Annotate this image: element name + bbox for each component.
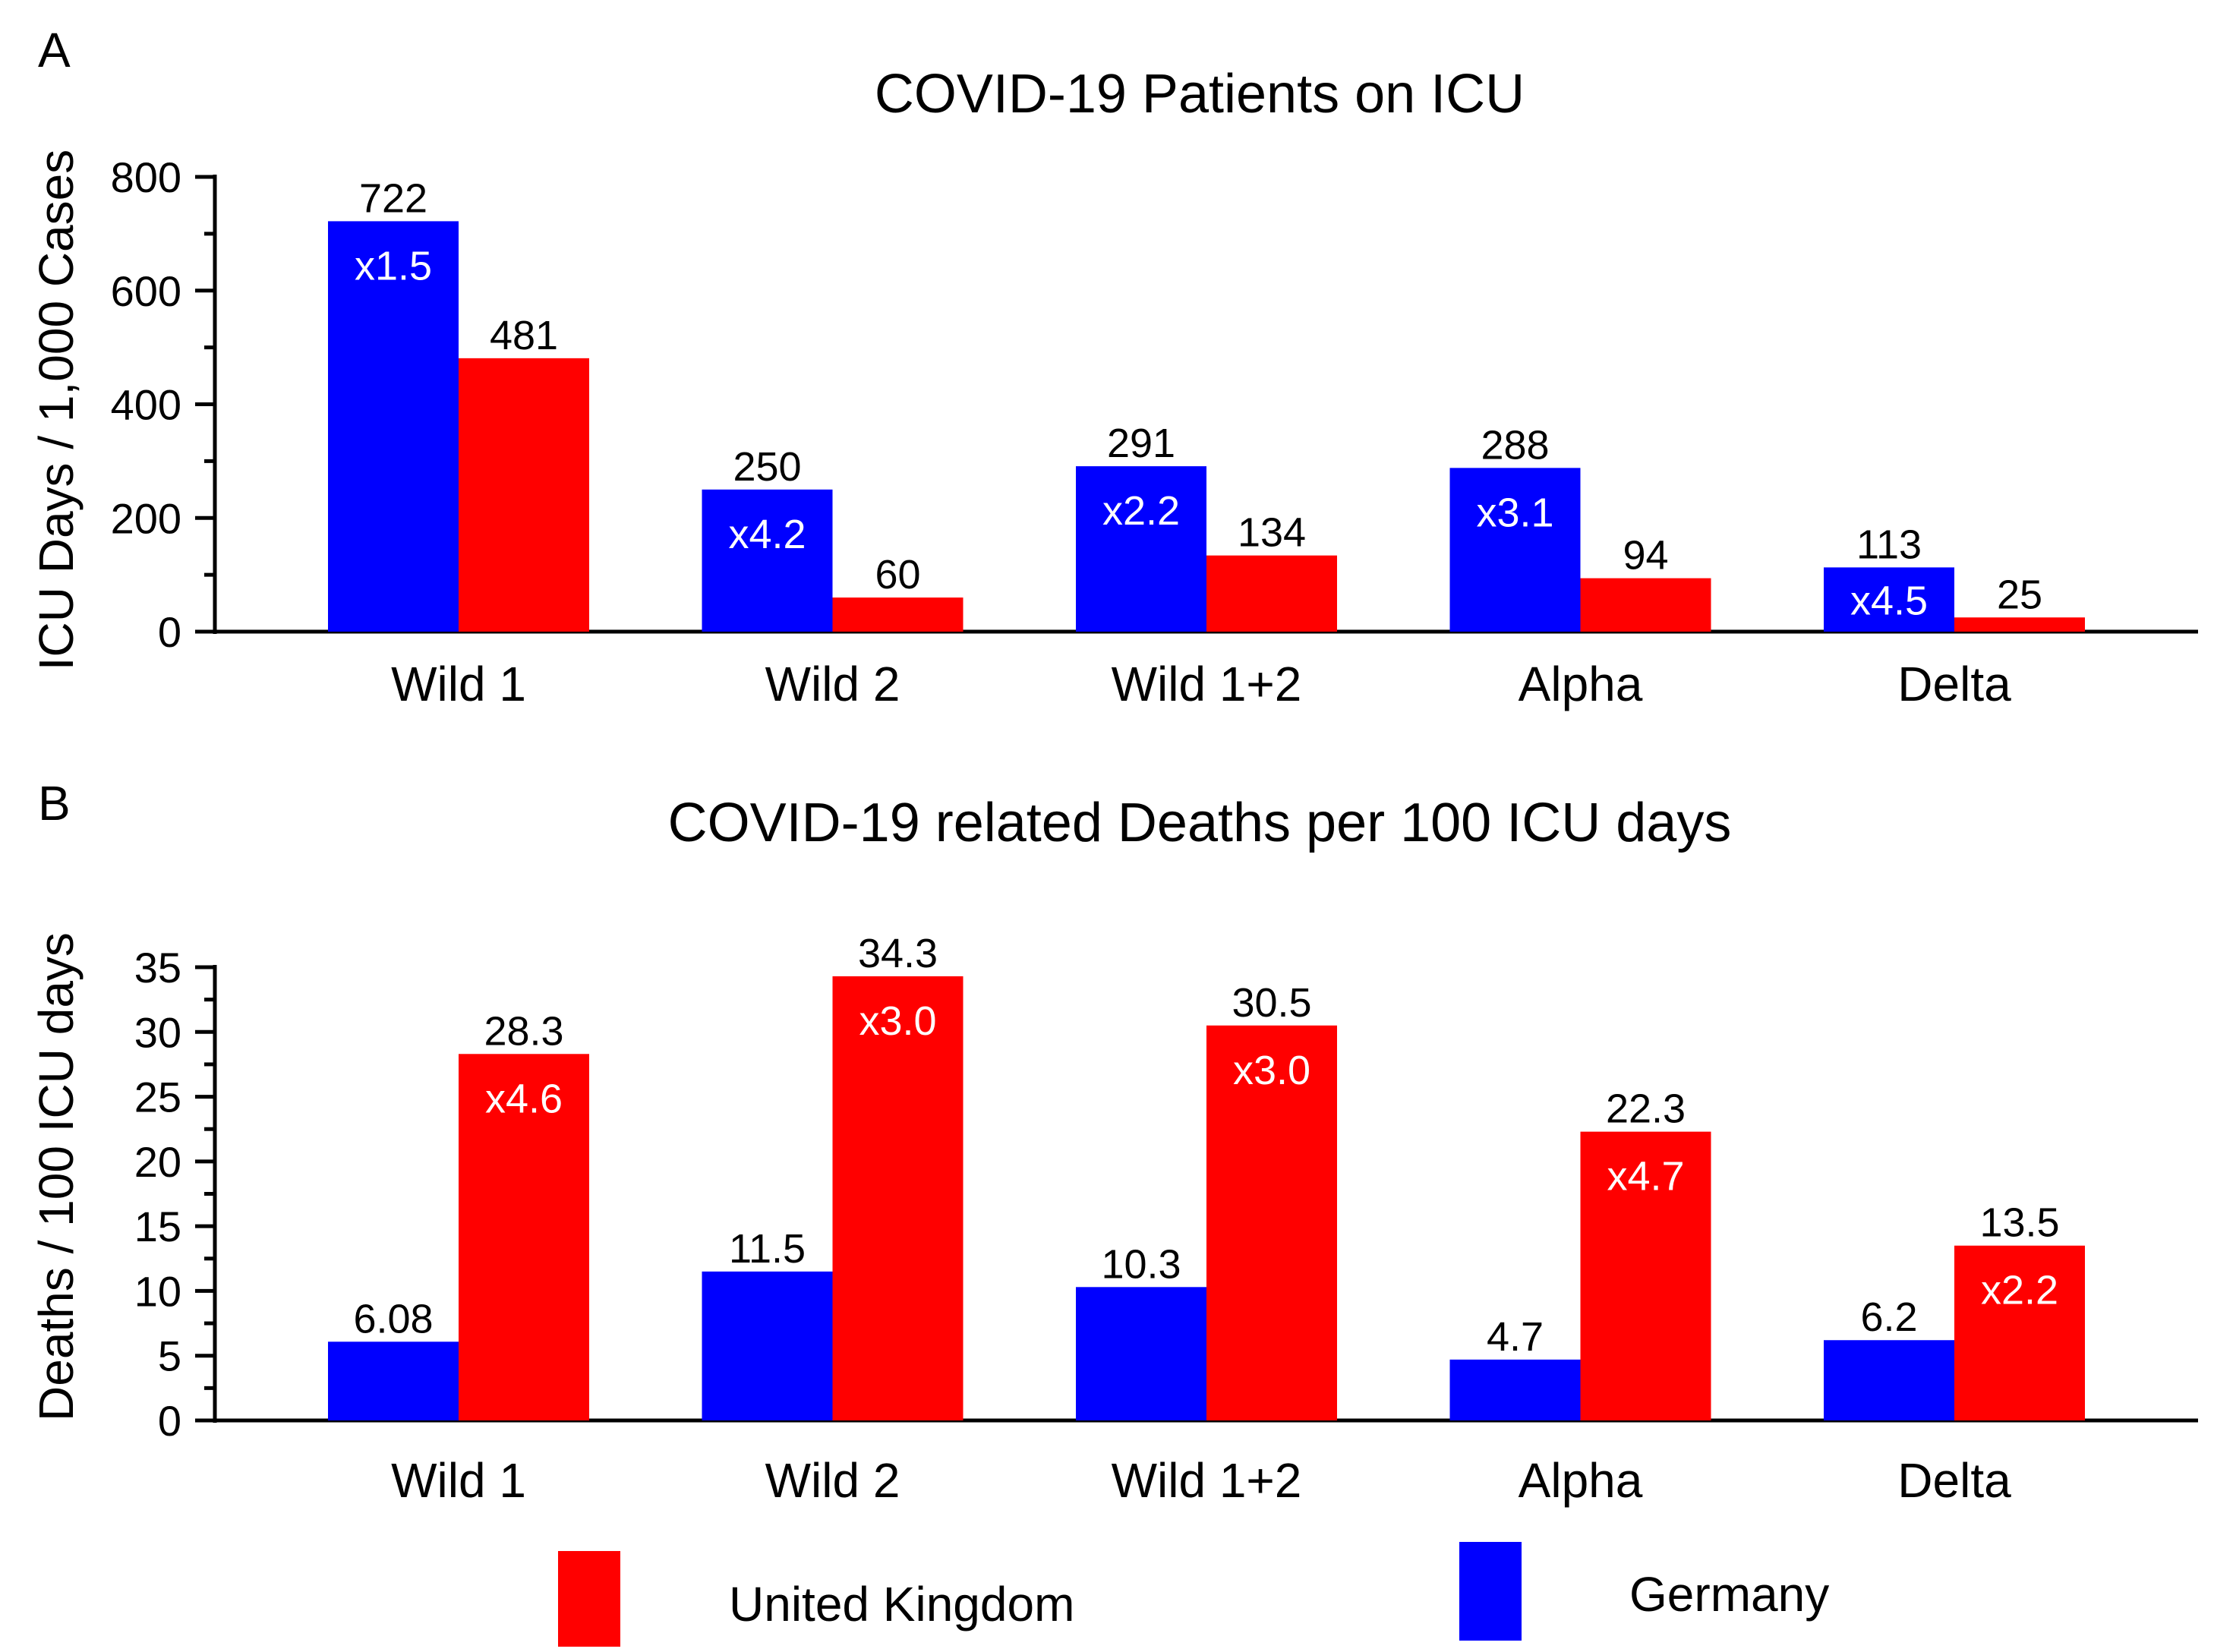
bar-germany-alpha — [1449, 468, 1581, 632]
y-tick-label: 0 — [158, 1397, 181, 1445]
legend-label-united-kingdom: United Kingdom — [729, 1577, 1074, 1632]
bar-germany-wild-2 — [702, 489, 833, 632]
bar-germany-wild-1-2 — [1076, 466, 1206, 632]
x-tick-label-delta: Delta — [1897, 1453, 2011, 1508]
bars — [328, 976, 2085, 1420]
value-label-united-kingdom-wild-1: 481 — [490, 313, 558, 358]
x-tick-label-wild-1-2: Wild 1+2 — [1112, 657, 1302, 711]
ratio-label-wild-2: x4.2 — [728, 512, 806, 557]
value-label-germany-wild-1: 722 — [359, 175, 427, 221]
x-tick-label-alpha: Alpha — [1519, 657, 1643, 711]
x-tick-label-delta: Delta — [1897, 657, 2011, 711]
y-tick-label: 35 — [134, 944, 181, 992]
ratio-label-wild-2: x3.0 — [859, 998, 936, 1044]
x-axis: Wild 1 Wild 2 Wild 1+2 Alpha Delta — [391, 657, 2011, 711]
x-axis: Wild 1 Wild 2 Wild 1+2 Alpha Delta — [391, 1453, 2011, 1508]
y-tick-label: 600 — [111, 267, 181, 315]
value-label-germany-wild-2: 250 — [733, 444, 801, 490]
y-tick-label: 200 — [111, 494, 181, 542]
ratio-label-alpha: x3.1 — [1476, 490, 1553, 535]
ratio-label-wild-1: x4.6 — [485, 1076, 563, 1121]
value-label-united-kingdom-wild-1-2: 134 — [1238, 510, 1306, 556]
value-label-germany-alpha: 4.7 — [1487, 1314, 1544, 1360]
bar-united-kingdom-alpha — [1580, 578, 1711, 632]
x-tick-label-wild-1: Wild 1 — [391, 1453, 526, 1508]
value-label-united-kingdom-alpha: 22.3 — [1606, 1086, 1686, 1132]
y-tick-label: 400 — [111, 381, 181, 429]
bar-united-kingdom-alpha — [1580, 1131, 1711, 1420]
y-tick-label: 15 — [134, 1203, 181, 1250]
y-tick-label: 5 — [158, 1332, 181, 1380]
x-tick-label-alpha: Alpha — [1519, 1453, 1643, 1508]
legend: United Kingdom Germany — [558, 1542, 1829, 1647]
bar-germany-delta — [1824, 567, 1954, 632]
bar-united-kingdom-wild-1 — [459, 358, 589, 632]
ratio-label-wild-1-2: x2.2 — [1102, 488, 1180, 534]
panel-b-chart: B COVID-19 related Deaths per 100 ICU da… — [29, 776, 2198, 1508]
y-tick-label: 25 — [134, 1073, 181, 1121]
value-label-united-kingdom-delta: 13.5 — [1979, 1200, 2059, 1246]
y-tick-label: 0 — [158, 608, 181, 656]
bar-germany-wild-1-2 — [1076, 1287, 1206, 1420]
x-tick-label-wild-2: Wild 2 — [765, 657, 900, 711]
bar-germany-delta — [1824, 1340, 1954, 1420]
panel-label: A — [38, 23, 71, 77]
data-labels: 6.08 28.3 x4.6 11.5 34.3 x3.0 10.3 30.5 x3.0 4.7 2… — [353, 931, 2059, 1360]
y-tick-label: 800 — [111, 153, 181, 201]
ratio-label-wild-1-2: x3.0 — [1233, 1048, 1310, 1093]
value-label-germany-wild-1: 6.08 — [353, 1296, 433, 1341]
y-tick-label: 20 — [134, 1138, 181, 1186]
panel-label: B — [38, 776, 71, 831]
value-label-germany-wild-2: 11.5 — [729, 1226, 806, 1272]
bar-germany-wild-1 — [328, 1341, 459, 1420]
ratio-label-delta: x2.2 — [1981, 1268, 2058, 1313]
bar-united-kingdom-wild-1 — [459, 1054, 589, 1420]
chart-title: COVID-19 Patients on ICU — [875, 64, 1525, 125]
bar-united-kingdom-delta — [1954, 1245, 2085, 1420]
legend-swatch-united-kingdom — [558, 1551, 620, 1647]
y-tick-label: 10 — [134, 1267, 181, 1315]
value-label-united-kingdom-alpha: 94 — [1623, 533, 1668, 579]
legend-swatch-germany — [1459, 1542, 1522, 1641]
value-label-united-kingdom-wild-1-2: 30.5 — [1232, 980, 1311, 1026]
y-tick-label: 30 — [134, 1008, 181, 1056]
ratio-label-alpha: x4.7 — [1607, 1154, 1684, 1200]
bar-united-kingdom-wild-2 — [832, 976, 964, 1420]
value-label-germany-wild-1-2: 291 — [1107, 421, 1175, 466]
y-axis-label: Deaths / 100 ICU days — [29, 932, 84, 1421]
y-axis-label: ICU Days / 1,000 Cases — [29, 150, 84, 671]
bar-germany-wild-2 — [702, 1271, 833, 1420]
value-label-united-kingdom-wild-1: 28.3 — [484, 1008, 563, 1054]
x-tick-label-wild-1: Wild 1 — [391, 657, 526, 711]
bar-united-kingdom-wild-1-2 — [1206, 555, 1337, 632]
chart-title: COVID-19 related Deaths per 100 ICU days — [668, 793, 1732, 853]
bar-germany-alpha — [1449, 1359, 1581, 1420]
x-tick-label-wild-1-2: Wild 1+2 — [1112, 1453, 1302, 1508]
data-labels: 722 x1.5 481 250 x4.2 60 291 x2.2 134 288 x3.1 94 11… — [355, 175, 2042, 623]
value-label-united-kingdom-delta: 25 — [1997, 572, 2042, 617]
panel-a-chart: A COVID-19 Patients on ICU ICU Days / 1,… — [29, 23, 2198, 711]
ratio-label-delta: x4.5 — [1850, 579, 1928, 624]
value-label-united-kingdom-wild-2: 60 — [875, 552, 920, 597]
bars — [328, 221, 2085, 632]
bar-germany-wild-1 — [328, 221, 459, 632]
value-label-germany-delta: 6.2 — [1860, 1294, 1917, 1340]
legend-label-germany: Germany — [1629, 1567, 1829, 1622]
bar-united-kingdom-delta — [1954, 617, 2085, 632]
bar-united-kingdom-wild-1-2 — [1206, 1025, 1337, 1420]
x-tick-label-wild-2: Wild 2 — [765, 1453, 900, 1508]
value-label-germany-delta: 113 — [1856, 522, 1922, 567]
value-label-germany-wild-1-2: 10.3 — [1101, 1241, 1181, 1287]
value-label-germany-alpha: 288 — [1481, 422, 1549, 468]
ratio-label-wild-1: x1.5 — [355, 243, 432, 288]
value-label-united-kingdom-wild-2: 34.3 — [858, 931, 938, 976]
bar-united-kingdom-wild-2 — [832, 597, 964, 632]
